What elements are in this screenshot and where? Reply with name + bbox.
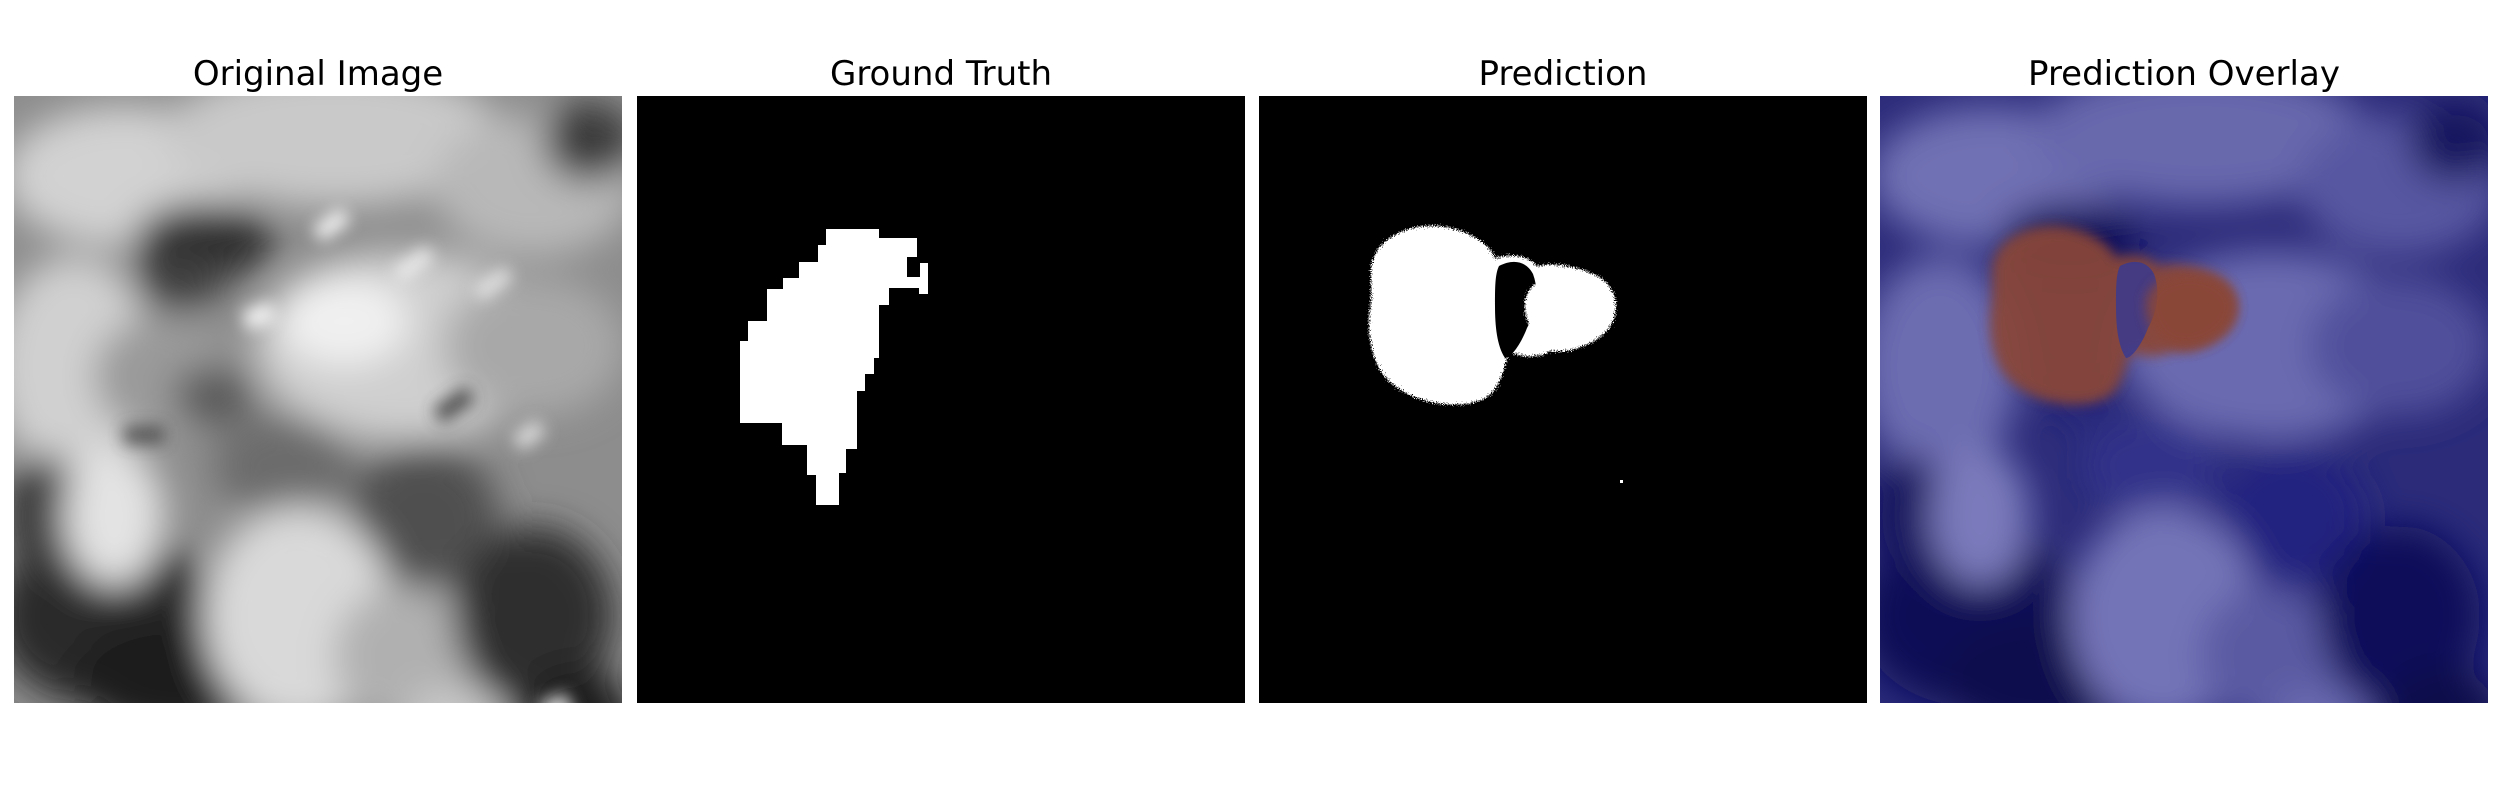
overlay-prediction-region [1990, 225, 2237, 405]
panel-title-prediction-overlay: Prediction Overlay [2028, 54, 2340, 94]
prediction-background [1259, 96, 1867, 703]
prediction-mask-gap [1495, 261, 1537, 358]
original-image-svg [14, 96, 622, 703]
panel-original-image: Original Image [14, 0, 622, 800]
ground-truth-svg [637, 96, 1245, 703]
panel-prediction-overlay: Prediction Overlay [1880, 0, 2488, 800]
prediction-canvas [1259, 96, 1867, 703]
panel-title-prediction: Prediction [1478, 54, 1648, 94]
panel-ground-truth: Ground Truth [637, 0, 1245, 800]
ground-truth-canvas [637, 96, 1245, 703]
prediction-overlay-svg [1880, 96, 2488, 703]
original-texture [14, 96, 622, 703]
panel-prediction: Prediction [1259, 0, 1867, 800]
ground-truth-background [637, 96, 1245, 703]
panel-title-ground-truth: Ground Truth [829, 54, 1053, 94]
prediction-mask [1369, 225, 1616, 405]
overlay-texture [1880, 96, 2488, 703]
prediction-mask-right-lobe [1524, 272, 1616, 349]
overlay-right-lobe [2145, 272, 2237, 349]
overlay-gap [2116, 261, 2158, 358]
original-fine-texture [124, 207, 580, 703]
original-image-canvas [14, 96, 622, 703]
prediction-overlay-canvas [1880, 96, 2488, 703]
prediction-speck [1620, 480, 1623, 483]
ground-truth-mask [740, 229, 928, 505]
panel-title-original-image: Original Image [192, 54, 444, 94]
prediction-svg [1259, 96, 1867, 703]
